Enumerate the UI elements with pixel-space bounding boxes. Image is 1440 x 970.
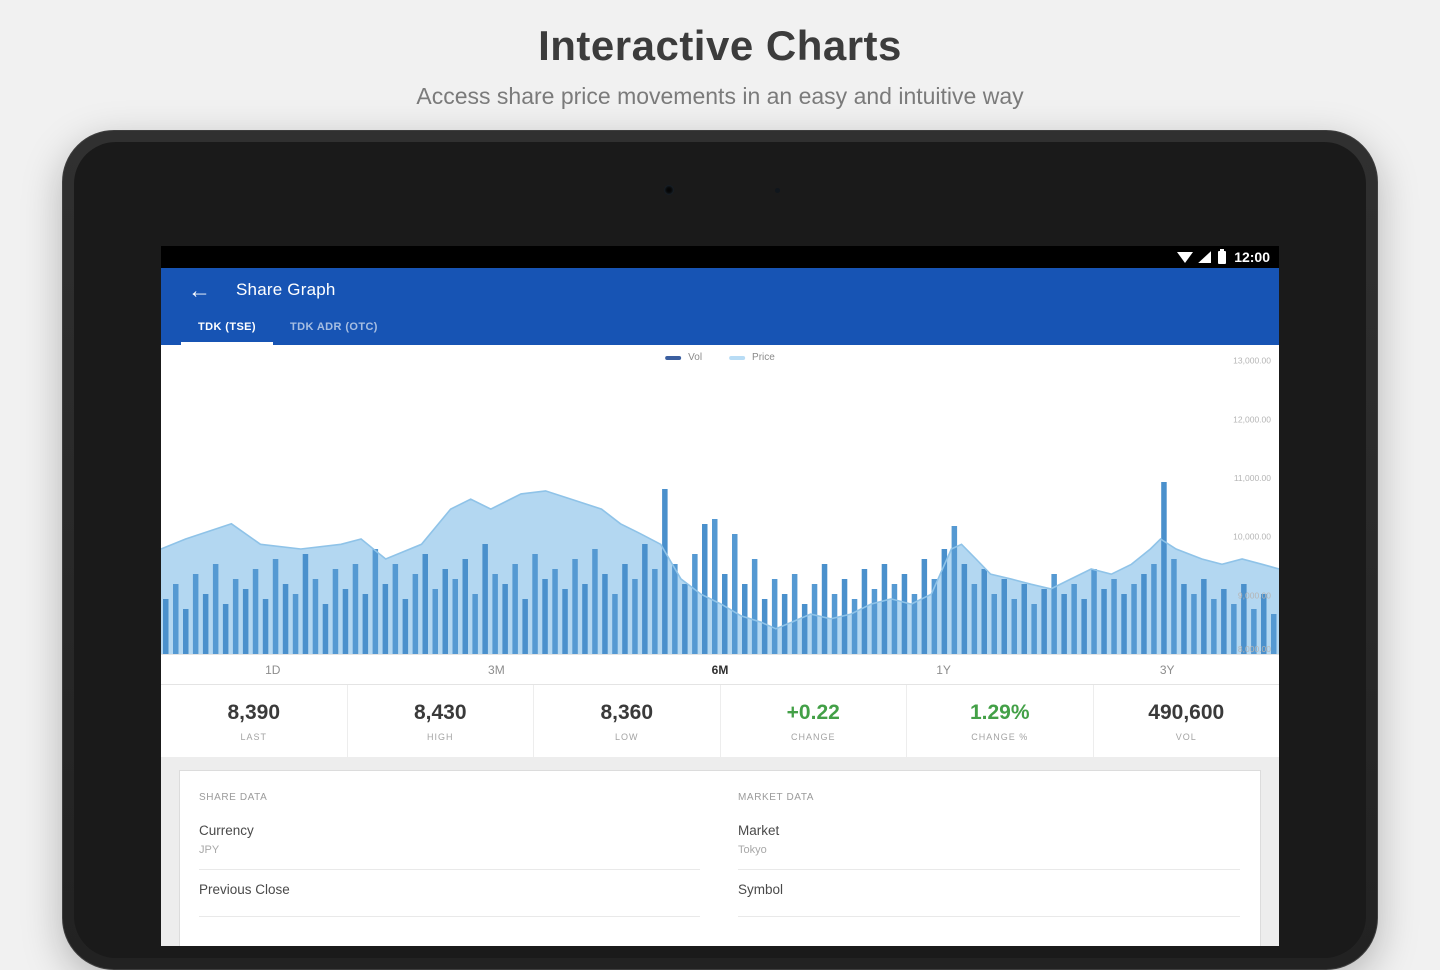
stat-label: VOL xyxy=(1175,731,1197,742)
tab-label: TDK ADR (OTC) xyxy=(289,321,378,333)
light-sensor-icon xyxy=(775,188,780,193)
price-legend-label: Price xyxy=(752,352,775,363)
tablet-device: 12:00 ← Share Graph TDK (TSE) TDK ADR (O… xyxy=(62,130,1378,970)
field-market: Market Tokyo xyxy=(738,823,1240,870)
volume-legend-swatch-icon xyxy=(665,355,682,360)
status-bar: 12:00 xyxy=(161,246,1279,268)
stat-value: 8,430 xyxy=(413,700,467,724)
stat-change: +0.22 CHANGE xyxy=(719,685,907,757)
data-card-area: SHARE DATA Currency JPY Previous Close M… xyxy=(161,757,1279,946)
price-volume-chart[interactable]: Vol Price 13,000.00 12,000.00 11,000.00 10,… xyxy=(161,345,1279,654)
stat-value: 1.29% xyxy=(969,700,1030,724)
market-data-column: MARKET DATA Market Tokyo Symbol xyxy=(720,771,1260,946)
app-bar-title: Share Graph xyxy=(236,280,336,299)
range-1d[interactable]: 1D xyxy=(265,662,281,677)
tab-tdk-tse[interactable]: TDK (TSE) xyxy=(181,312,273,345)
stat-last: 8,390 LAST xyxy=(161,685,347,757)
field-label: Currency xyxy=(199,823,254,838)
stat-volume: 490,600 VOL xyxy=(1092,685,1280,757)
field-currency: Currency JPY xyxy=(199,823,700,870)
svg-text:12,000.00: 12,000.00 xyxy=(1233,414,1271,424)
field-value: JPY xyxy=(199,844,220,856)
cellular-signal-icon xyxy=(1198,251,1212,263)
stat-value: 490,600 xyxy=(1148,700,1225,724)
data-card: SHARE DATA Currency JPY Previous Close M… xyxy=(179,770,1261,946)
app-bar: ← Share Graph xyxy=(161,268,1279,312)
range-3m[interactable]: 3M xyxy=(488,662,505,677)
volume-legend-label: Vol xyxy=(688,352,703,363)
field-label: Previous Close xyxy=(199,882,290,897)
chart-legend: Vol Price xyxy=(665,352,775,363)
stat-value: 8,390 xyxy=(227,700,281,724)
status-time: 12:00 xyxy=(1234,249,1270,265)
svg-text:13,000.00: 13,000.00 xyxy=(1233,356,1271,366)
tab-label: TDK (TSE) xyxy=(198,321,256,333)
share-data-heading: SHARE DATA xyxy=(199,792,268,803)
stat-value: 8,360 xyxy=(600,700,654,724)
hero-header: Interactive Charts Access share price mo… xyxy=(0,0,1440,110)
wifi-icon xyxy=(1177,251,1194,263)
svg-text:11,000.00: 11,000.00 xyxy=(1234,473,1271,483)
market-data-heading: MARKET DATA xyxy=(738,792,815,803)
range-3y[interactable]: 3Y xyxy=(1159,662,1175,677)
field-label: Market xyxy=(738,823,780,838)
stats-row: 8,390 LAST 8,430 HIGH 8,360 LOW +0.22 CH… xyxy=(161,684,1279,757)
stat-value: +0.22 xyxy=(786,700,840,724)
stat-label: HIGH xyxy=(427,731,454,742)
tab-bar: TDK (TSE) TDK ADR (OTC) xyxy=(161,312,1279,345)
svg-text:8,000.00: 8,000.00 xyxy=(1238,644,1271,654)
svg-text:10,000.00: 10,000.00 xyxy=(1233,532,1271,542)
stat-low: 8,360 LOW xyxy=(533,685,720,757)
front-camera-icon xyxy=(664,185,674,195)
page-title: Interactive Charts xyxy=(538,22,902,69)
stat-change-percent: 1.29% CHANGE % xyxy=(906,685,1093,757)
page-subtitle: Access share price movements in an easy … xyxy=(416,83,1024,109)
stat-label: LOW xyxy=(614,731,639,742)
range-1y[interactable]: 1Y xyxy=(936,662,951,677)
back-arrow-icon[interactable]: ← xyxy=(188,276,211,303)
chart-canvas[interactable]: 13,000.00 12,000.00 11,000.00 10,000.00 9,00… xyxy=(161,349,1279,654)
share-data-column: SHARE DATA Currency JPY Previous Close xyxy=(180,771,720,946)
tablet-screen: 12:00 ← Share Graph TDK (TSE) TDK ADR (O… xyxy=(161,246,1279,946)
battery-icon xyxy=(1218,248,1227,264)
stat-high: 8,430 HIGH xyxy=(346,685,534,757)
range-6m[interactable]: 6M xyxy=(711,662,729,677)
stat-label: CHANGE % xyxy=(971,731,1029,742)
field-label: Symbol xyxy=(738,882,784,897)
svg-text:9,000.00: 9,000.00 xyxy=(1238,590,1271,600)
stat-label: LAST xyxy=(240,731,267,742)
price-legend-swatch-icon xyxy=(729,355,746,360)
range-selector: 1D 3M 6M 1Y 3Y xyxy=(161,654,1279,684)
tab-tdk-adr-otc[interactable]: TDK ADR (OTC) xyxy=(273,312,395,345)
stat-label: CHANGE xyxy=(790,731,836,742)
field-value: Tokyo xyxy=(738,844,767,856)
